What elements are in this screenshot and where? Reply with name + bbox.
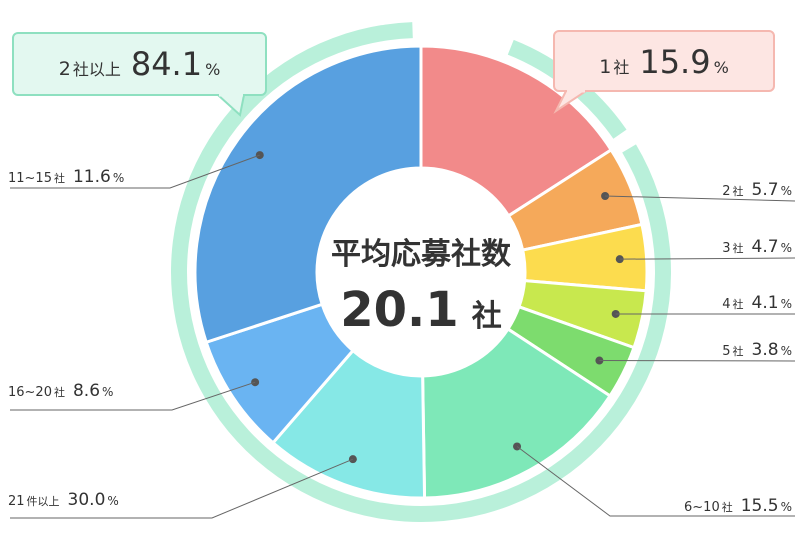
outer-ring [171, 22, 671, 523]
leader-line-2 [605, 195, 795, 202]
slice-category-unit: 社 [733, 344, 744, 358]
slice-unit: % [781, 241, 792, 255]
slice-category-unit: 社 [733, 297, 744, 311]
slice-value: 4.7 [752, 237, 779, 257]
slice-label-5: 5 社 3.8% [722, 340, 792, 360]
slice-category: 4 [722, 297, 730, 312]
center-hole [317, 168, 525, 376]
callout-value: 84.1 [131, 45, 202, 83]
leader-line-8 [10, 381, 256, 411]
center-value-line: 20.1 社 [340, 282, 502, 338]
callout-category-unit: 社以上 [73, 60, 121, 79]
slice-label-9: 21 件以上 30.0% [8, 490, 119, 510]
center-value: 20.1 [340, 282, 458, 338]
slice-category: 11~15 [8, 171, 52, 186]
leader-lines [10, 151, 795, 519]
group-callouts: 1 社 15.9 % 2 社以上 84.1% [12, 30, 775, 117]
slice-value: 5.7 [752, 180, 779, 200]
leader-line-9 [10, 154, 260, 189]
slice-label-4: 4 社 4.1% [722, 293, 792, 313]
callout-unit: % [714, 58, 729, 77]
slice-label-7: 11~15 社 11.6% [8, 167, 124, 187]
outer-ring-group-1-accent [507, 39, 627, 139]
slice-category-unit: 社 [54, 385, 65, 399]
slice-category-unit: 社 [733, 241, 744, 255]
slice-category: 2 [722, 184, 730, 199]
slice-value: 3.8 [752, 340, 779, 360]
leader-line-7 [10, 458, 354, 519]
callout-box [12, 32, 267, 96]
slice-value: 8.6 [73, 381, 100, 401]
slice-unit: % [781, 297, 792, 311]
slice-category: 3 [722, 241, 730, 256]
group-callout-1: 1 社 15.9% [553, 30, 775, 114]
slice-category-unit: 社 [54, 171, 65, 185]
slice-unit: % [102, 385, 113, 399]
slice-label-6: 6~10 社 15.5% [684, 496, 792, 516]
slice-value: 30.0 [68, 490, 106, 510]
slice-label-3: 3 社 4.7% [722, 237, 792, 257]
slice-unit: % [781, 500, 792, 514]
slice-unit: % [781, 184, 792, 198]
slice-label-2: 2 社 5.7% [722, 180, 792, 200]
slice-category: 5 [722, 344, 730, 359]
slice-unit: % [113, 171, 124, 185]
callout-box [553, 30, 775, 92]
slice-value: 11.6 [73, 167, 111, 187]
callout-category: 2 [59, 58, 71, 80]
slice-category-unit: 件以上 [27, 495, 60, 508]
slice-value: 4.1 [752, 293, 779, 313]
slice-unit: % [107, 494, 118, 508]
slice-category: 21 [8, 494, 25, 509]
callout-text: 1 社 15.9% [599, 43, 729, 81]
slice-category-unit: 社 [722, 500, 733, 514]
group-callout-2: 2 社以上 84.1% [12, 32, 267, 117]
slice-unit: % [781, 344, 792, 358]
slice-category-unit: 社 [733, 184, 744, 198]
center-unit: 社 [472, 299, 502, 334]
slice-value: 15.5 [741, 496, 779, 516]
center-title: 平均応募社数 [331, 237, 512, 272]
callout-category-unit: 社 [613, 58, 629, 77]
leader-line-3 [619, 257, 795, 260]
callout-category: 1 [599, 56, 611, 78]
slice-label-8: 16~20 社 8.6% [8, 381, 113, 401]
callout-text: 2 社以上 84.1% [59, 45, 221, 83]
callout-unit: % [205, 60, 220, 79]
callout-value: 15.9 [639, 43, 710, 81]
slice-category: 16~20 [8, 385, 52, 400]
leader-line-6 [516, 446, 795, 517]
slice-category: 6~10 [684, 500, 720, 515]
slice-labels: 2 社 5.7 %3 社 4.7 %4 社 4.1 %5 社 3.8 %6~10 社 15.5 %11~15 社… [8, 167, 792, 516]
